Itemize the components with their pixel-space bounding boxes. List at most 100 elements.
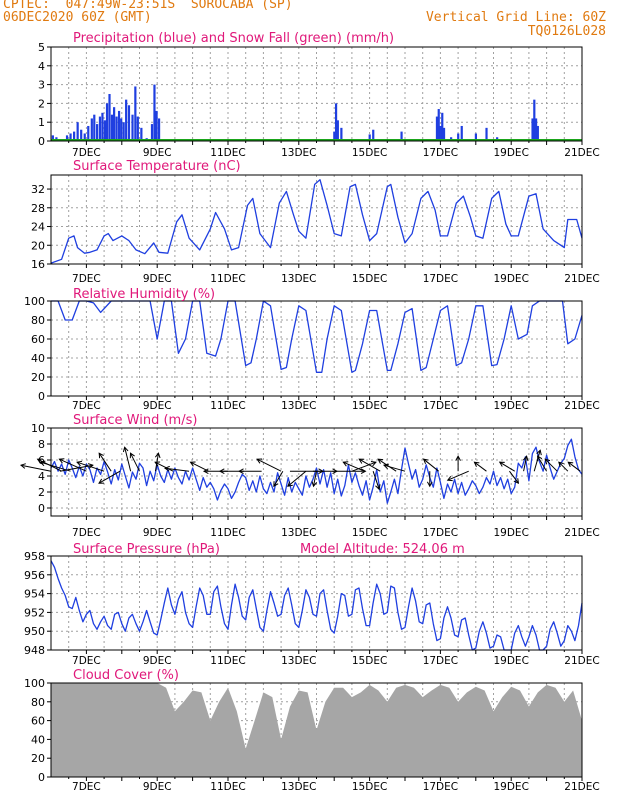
wind-vector <box>533 450 541 472</box>
wind-vector-head <box>287 481 293 487</box>
precip-bar <box>113 107 116 141</box>
wind-xtick-label: 19DEC <box>493 527 528 539</box>
precip-bar <box>441 112 444 141</box>
precip-bar <box>65 135 69 141</box>
cloud-panel: 0 20 40 60 80 100 7DEC 9DEC 11DEC 13DEC 15DEC 17DEC… <box>24 668 600 793</box>
cloud-ytick-label: 20 <box>31 752 45 765</box>
precip-bar <box>80 129 83 141</box>
pressure-xtick-label: 7DEC <box>72 655 101 667</box>
wind-vector-head <box>19 463 26 469</box>
wind-xtick-label: 7DEC <box>72 527 101 539</box>
precip-bar <box>76 122 79 141</box>
precip-bar <box>155 110 158 141</box>
wind-vector <box>130 452 140 472</box>
precip-bar <box>400 131 403 141</box>
wind-vector <box>343 461 365 472</box>
wind-vector-head <box>473 461 480 467</box>
wind-vector-head <box>358 458 365 464</box>
precip-bar <box>336 120 339 141</box>
precip-ytick-label: 0 <box>38 135 45 148</box>
wind-vector-head <box>154 452 161 459</box>
precip-bar <box>435 116 439 141</box>
wind-vector <box>98 470 121 484</box>
wind-vector <box>273 470 284 487</box>
wind-vector-head <box>39 460 46 467</box>
wind-vector-head <box>122 446 129 453</box>
pressure-ytick-label: 952 <box>24 606 45 619</box>
wind-vector <box>372 471 380 490</box>
wind-vector-head <box>537 455 543 462</box>
humidity-ytick-label: 40 <box>31 352 45 365</box>
precip-bar <box>340 127 343 141</box>
precip-ytick-label: 2 <box>38 97 45 110</box>
pressure-ytick-label: 950 <box>24 625 45 638</box>
humidity-xtick-label: 7DEC <box>72 400 101 412</box>
wind-ytick-label: 6 <box>38 454 45 467</box>
precip-xtick-label: 15DEC <box>352 147 387 159</box>
cloud-ytick-label: 80 <box>31 696 45 709</box>
cloud-xtick-label: 19DEC <box>493 781 528 793</box>
precip-bar <box>437 109 440 141</box>
pressure-xtick-label: 15DEC <box>352 655 387 667</box>
precip-title: Precipitation (blue) and Snow Fall (gree… <box>73 31 394 46</box>
precip-bar <box>87 125 90 141</box>
humidity-ytick-label: 60 <box>31 333 45 346</box>
precip-bar <box>122 122 125 141</box>
precip-bar <box>442 127 446 141</box>
wind-vector-head <box>558 461 564 468</box>
precip-ytick-label: 5 <box>38 41 45 54</box>
humidity-title: Relative Humidity (%) <box>73 287 215 302</box>
precip-bar <box>103 120 107 141</box>
precip-bar <box>131 114 134 141</box>
pressure-ytick-label: 956 <box>24 569 45 582</box>
precip-xtick-label: 19DEC <box>493 147 528 159</box>
pressure-annotation: Model Altitude: 524.06 m <box>300 542 465 557</box>
wind-xtick-label: 15DEC <box>352 527 387 539</box>
temperature-ytick-label: 20 <box>31 239 45 252</box>
cloud-ytick-label: 60 <box>31 715 45 728</box>
precip-bar <box>96 124 99 141</box>
pressure-xtick-label: 19DEC <box>493 655 528 667</box>
pressure-xtick-label: 9DEC <box>143 655 172 667</box>
wind-vector <box>558 461 569 472</box>
temperature-ytick-label: 24 <box>31 221 45 234</box>
wind-vector-head <box>522 455 529 462</box>
wind-xtick-label: 17DEC <box>423 527 458 539</box>
wind-vector <box>447 470 469 481</box>
cloud-cover-area <box>51 683 582 777</box>
cloud-ytick-label: 0 <box>38 771 45 784</box>
wind-vector-head <box>446 475 453 482</box>
temperature-title: Surface Temperature (nC) <box>73 159 241 174</box>
wind-title: Surface Wind (m/s) <box>73 413 197 428</box>
wind-vector-head <box>164 465 170 472</box>
precip-bar <box>334 103 338 141</box>
wind-vector-head <box>238 468 244 475</box>
wind-ytick-label: 8 <box>38 438 45 451</box>
model-id: TQ0126L028 <box>527 24 606 39</box>
grid-line-note: Vertical Grid Line: 60Z <box>425 10 606 25</box>
precip-bar <box>93 114 96 141</box>
wind-vector <box>124 447 132 472</box>
wind-xtick-label: 13DEC <box>281 527 316 539</box>
wind-ytick-label: 2 <box>38 486 45 499</box>
cloud-xtick-label: 15DEC <box>352 781 387 793</box>
wind-vector <box>20 464 52 472</box>
wind-vector-head <box>256 458 263 464</box>
temperature-xtick-label: 9DEC <box>143 273 172 285</box>
pressure-panel: 948 950 952 954 956 958 7DEC 9DEC 11DEC 13DEC 15DE… <box>24 542 600 667</box>
wind-vector <box>523 456 528 472</box>
wind-ytick-label: 4 <box>38 470 45 483</box>
precip-bar <box>533 99 536 141</box>
wind-ytick-label: 10 <box>31 422 45 435</box>
precip-ytick-label: 3 <box>38 79 45 92</box>
wind-vector <box>377 458 397 472</box>
precip-xtick-label: 13DEC <box>281 147 316 159</box>
humidity-ytick-label: 20 <box>31 371 45 384</box>
wind-vector-head <box>544 458 551 465</box>
precip-bar <box>153 84 156 141</box>
wind-vector-head <box>370 461 377 467</box>
wind-vector <box>544 458 558 472</box>
precip-bar <box>368 134 371 141</box>
temperature-xtick-label: 7DEC <box>72 273 101 285</box>
wind-vector-head <box>218 468 225 475</box>
